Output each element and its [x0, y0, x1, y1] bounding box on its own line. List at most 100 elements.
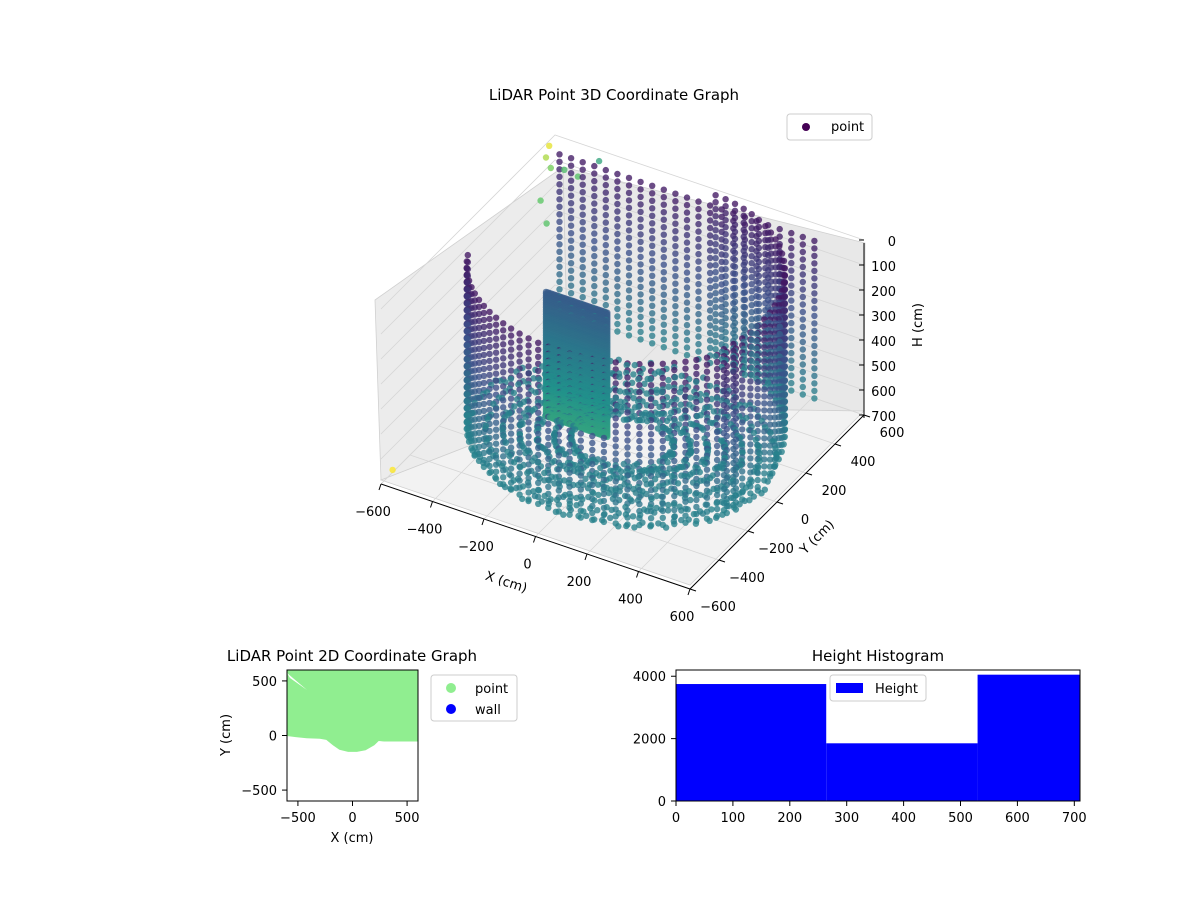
data-point: [626, 190, 632, 196]
data-point: [626, 332, 632, 338]
data-point: [664, 459, 670, 465]
data-point: [637, 224, 643, 230]
data-point: [777, 226, 783, 232]
data-point: [684, 202, 690, 208]
data-point: [614, 238, 620, 244]
data-point: [739, 475, 745, 481]
data-point: [800, 286, 806, 292]
data-point: [672, 311, 678, 317]
data-point: [525, 391, 531, 397]
data-point: [712, 353, 718, 359]
data-point: [661, 337, 667, 343]
data-point: [624, 430, 630, 436]
data-point: [800, 309, 806, 315]
data-point: [493, 350, 499, 356]
data-point: [765, 237, 771, 243]
data-point: [695, 296, 701, 302]
data-point: [637, 201, 643, 207]
data-point: [580, 279, 586, 285]
data-point: [556, 264, 562, 270]
data-point: [636, 424, 642, 430]
data-point: [672, 243, 678, 249]
data-point: [591, 245, 597, 251]
data-point: [568, 230, 574, 236]
data-point: [465, 259, 471, 265]
data-point: [672, 258, 678, 264]
data-point: [739, 405, 745, 411]
data-point: [626, 287, 632, 293]
data-point: [714, 401, 720, 407]
data-point: [742, 312, 748, 318]
data-point: [500, 397, 506, 403]
data-point: [486, 330, 492, 336]
data-point: [684, 277, 690, 283]
data-point: [695, 243, 701, 249]
data-point: [747, 378, 753, 384]
data-point: [568, 170, 574, 176]
data-point: [516, 337, 522, 343]
data-point: [800, 264, 806, 270]
data-point: [661, 202, 667, 208]
data-point: [535, 368, 541, 374]
data-point: [782, 265, 788, 271]
data-point: [755, 379, 761, 385]
data-point: [486, 470, 492, 476]
data-point: [788, 267, 794, 273]
data-point: [568, 215, 574, 221]
data-point: [679, 373, 685, 379]
data-point: [719, 274, 725, 280]
data-point: [788, 327, 794, 333]
data-point: [580, 197, 586, 203]
data-point: [516, 386, 522, 392]
data-point: [603, 272, 609, 278]
data-point: [749, 316, 755, 322]
data-point: [603, 212, 609, 218]
data-point: [500, 362, 506, 368]
data-point: [661, 224, 667, 230]
data-point: [788, 275, 794, 281]
data-point: [678, 415, 684, 421]
data-point: [811, 388, 817, 394]
data-point: [648, 424, 654, 430]
data-point: [765, 245, 771, 251]
data-point: [626, 242, 632, 248]
data-point: [811, 275, 817, 281]
data-point: [767, 407, 773, 413]
data-point: [693, 441, 699, 447]
data-point: [811, 343, 817, 349]
data-point: [617, 388, 623, 394]
data-point: [811, 283, 817, 289]
data-point: [493, 378, 499, 384]
data-point: [541, 470, 547, 476]
data-point: [707, 330, 713, 336]
data-point: [637, 299, 643, 305]
data-point: [722, 336, 728, 342]
data-point: [535, 347, 541, 353]
data-point: [556, 234, 562, 240]
data-point: [626, 257, 632, 263]
data-point: [648, 438, 654, 444]
data-point: [800, 271, 806, 277]
data-point: [601, 449, 607, 455]
data-point: [637, 231, 643, 237]
data-point: [684, 254, 690, 260]
data-point: [493, 406, 499, 412]
data-point: [742, 297, 748, 303]
data-point: [580, 174, 586, 180]
data-point: [672, 228, 678, 234]
data-point: [486, 428, 492, 434]
data-point: [771, 464, 777, 470]
data-point: [712, 269, 718, 275]
data-point: [661, 262, 667, 268]
data-point: [591, 230, 597, 236]
data-point: [693, 357, 699, 363]
data-point: [730, 285, 736, 291]
data-point: [811, 358, 817, 364]
data-point: [556, 204, 562, 210]
data-point: [695, 258, 701, 264]
data-point: [578, 430, 584, 436]
data-point: [767, 393, 773, 399]
data-point: [732, 201, 738, 207]
data-point: [626, 280, 632, 286]
